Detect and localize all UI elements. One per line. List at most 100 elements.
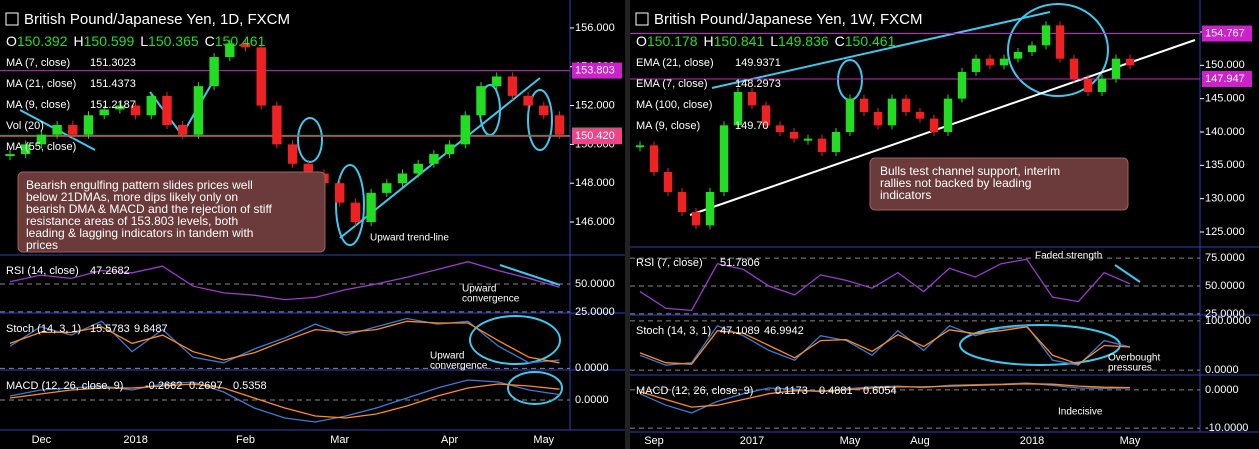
candle [523, 95, 533, 106]
y-tick-label: 50.0000 [575, 278, 615, 290]
circle [527, 89, 553, 151]
price-tag-label: 150.420 [575, 130, 615, 142]
price-tag [1202, 25, 1252, 42]
candle [677, 192, 687, 212]
candle [36, 134, 47, 145]
candle [887, 98, 897, 126]
ohlc-value: 150.461 [215, 33, 266, 49]
annotation-label: Overbought [1108, 353, 1160, 364]
menu-icon [5, 12, 19, 26]
sub-panel-name: RSI (14, close) [6, 265, 79, 277]
x-tick-label: May [1120, 435, 1141, 447]
candle [663, 172, 673, 192]
candle [554, 115, 565, 135]
arrow-line [499, 264, 561, 286]
ohlc: O150.392 H150.599 L150.365 C150.461 [6, 33, 266, 49]
ohlc-value: 150.599 [84, 33, 135, 49]
annotation-text: below 21DMAs, more dips likely only on [26, 190, 238, 204]
x-tick-label: Apr [441, 434, 458, 446]
sub-panel-value: 15.5783 [90, 323, 130, 335]
sub-panel-name: Stoch (14, 3, 1) [636, 325, 711, 337]
sub-panel-value: -0.2662 [145, 380, 182, 392]
candle [334, 183, 345, 203]
y-tick-label: 0.0000 [1205, 384, 1239, 396]
circle [1007, 3, 1109, 97]
ohlc: O150.178 H150.841 L149.836 C150.461 [636, 33, 896, 49]
sub-panel-name: Stoch (14, 3, 1) [6, 323, 81, 335]
annotation-text: rallies not backed by leading [880, 176, 1031, 190]
annotation-box [17, 171, 326, 253]
candle [177, 124, 188, 135]
candle [209, 57, 219, 87]
ohlc-value: 150.178 [647, 33, 698, 49]
candle [350, 202, 361, 223]
annotation-text: prices [26, 238, 58, 252]
price-tag-label: 153.803 [575, 64, 615, 76]
candle [539, 105, 549, 116]
indicator-line [9, 379, 560, 423]
x-tick-label: Dec [32, 434, 52, 446]
candle [789, 132, 799, 139]
ohlc-key: C [835, 33, 845, 49]
price-tag-label: 147.947 [1205, 73, 1245, 85]
candle [99, 109, 109, 116]
candle [1069, 58, 1079, 79]
channel-support [689, 39, 1196, 216]
y-tick-label: 50.0000 [1205, 280, 1245, 292]
candle [193, 86, 204, 135]
circle [335, 164, 365, 246]
ohlc-key: H [704, 33, 714, 49]
candle [971, 58, 981, 72]
sub-panel-value: 47.1089 [720, 325, 760, 337]
indicator-value: 151.4373 [90, 78, 136, 90]
indicator-name: EMA (21, close) [636, 57, 714, 69]
ohlc-key: O [6, 33, 17, 49]
candle [761, 105, 771, 126]
candle [240, 43, 251, 48]
candle [733, 92, 743, 126]
indicator-name: MA (9, close) [636, 120, 700, 132]
x-tick-label: 2018 [1020, 435, 1044, 447]
sub-panel-name: MACD (12, 26, close, 9) [6, 380, 123, 392]
y-tick-label: 0.0000 [1205, 364, 1239, 376]
candle [705, 192, 715, 226]
indicator-line [9, 317, 560, 364]
candle [287, 144, 298, 164]
y-tick-label: 0.0000 [575, 394, 609, 406]
price-tag [572, 128, 622, 145]
candle [429, 154, 439, 164]
candle [382, 183, 392, 193]
y-tick-label: 135.000 [1205, 159, 1245, 171]
panel: 125.000 130.000 135.000 140.000 145.000 150.0… [630, 11, 1252, 447]
candle [1041, 25, 1051, 46]
candle [943, 98, 953, 132]
candle [817, 138, 827, 152]
sub-panel-name: MACD (12, 26, close, 9) [636, 385, 753, 397]
x-tick-label: May [533, 434, 554, 446]
sub-panel-value: 9.8487 [134, 323, 168, 335]
candle [1083, 78, 1093, 92]
y-tick-label: 146.000 [575, 216, 615, 228]
indicator-line [639, 383, 1131, 408]
ohlc-value: 150.365 [148, 33, 199, 49]
y-tick-label: 152.000 [575, 99, 615, 111]
circle [297, 117, 323, 163]
annotation-text: Bearish engulfing pattern slides prices … [26, 178, 253, 192]
y-tick-label: 0.0000 [575, 362, 609, 374]
candle [929, 118, 939, 132]
separators [0, 0, 1259, 433]
candle [68, 124, 78, 135]
x-tick-label: Mar [330, 434, 349, 446]
ohlc-key: O [636, 33, 647, 49]
ohlc-value: 150.461 [845, 33, 896, 49]
price-tag [572, 62, 622, 79]
candle [859, 98, 869, 112]
ohlc-key: H [74, 33, 84, 49]
candle [303, 163, 314, 174]
candle [747, 92, 757, 106]
ohlc-key: L [770, 33, 778, 49]
candle [272, 105, 282, 145]
indicator-line [639, 258, 1131, 312]
